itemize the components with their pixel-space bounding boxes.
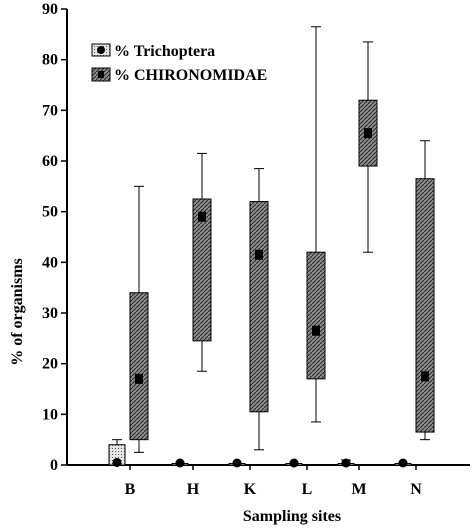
x-tick-label: B <box>125 481 136 498</box>
box-chironomidae-B <box>129 185 149 453</box>
median-marker <box>112 457 122 467</box>
y-tick-label: 20 <box>42 356 58 373</box>
median-marker <box>232 458 242 468</box>
y-axis-title: % of organisms <box>9 258 26 366</box>
median-marker <box>175 458 185 468</box>
y-tick-label: 0 <box>50 457 58 474</box>
box-chironomidae-H <box>192 152 212 372</box>
box-chironomidae-M <box>358 41 378 253</box>
box-trichoptera-L <box>285 458 303 468</box>
median-marker <box>364 128 372 139</box>
box-trichoptera-N <box>394 458 412 468</box>
y-tick-label: 30 <box>42 305 58 322</box>
y-tick-label: 70 <box>42 102 58 119</box>
x-tick-label: L <box>302 481 313 498</box>
legend-item-chironomidae: % CHIRONOMIDAE <box>91 67 267 84</box>
median-marker <box>341 458 351 468</box>
y-tick-label: 40 <box>42 254 58 271</box>
median-marker <box>135 373 143 384</box>
median-marker <box>289 458 299 468</box>
x-axis-title: Sampling sites <box>243 508 341 525</box>
box-iqr <box>415 178 435 433</box>
box-chironomidae-L <box>306 26 326 423</box>
legend-label-trichoptera: % Trichoptera <box>114 43 215 60</box>
x-tick-label: K <box>244 481 257 498</box>
x-tick-label: H <box>187 481 200 498</box>
median-marker <box>398 458 408 468</box>
legend-marker-chironomidae <box>98 71 104 78</box>
legend-item-trichoptera: % Trichoptera <box>91 43 215 60</box>
box-iqr <box>249 201 269 413</box>
legend-label-chironomidae: % CHIRONOMIDAE <box>114 67 267 84</box>
box-series <box>108 26 435 468</box>
median-marker <box>198 211 206 222</box>
y-tick-label: 60 <box>42 153 58 170</box>
box-trichoptera-M <box>337 458 355 468</box>
legend: % Trichoptera % CHIRONOMIDAE <box>91 43 267 84</box>
y-axis-ticks: 0 10 20 30 40 50 60 70 80 90 <box>42 1 67 474</box>
median-marker <box>312 325 320 336</box>
box-iqr <box>192 198 212 342</box>
x-tick-label: N <box>410 481 422 498</box>
box-trichoptera-K <box>228 458 246 468</box>
box-trichoptera-H <box>171 458 189 468</box>
y-tick-label: 90 <box>42 1 58 18</box>
box-chironomidae-K <box>249 168 269 451</box>
box-iqr <box>129 292 149 441</box>
box-chironomidae-N <box>415 140 435 441</box>
box-iqr <box>306 251 326 380</box>
y-tick-label: 50 <box>42 204 58 221</box>
median-marker <box>255 249 263 260</box>
box-trichoptera-B <box>108 439 126 467</box>
median-marker <box>421 371 429 382</box>
x-tick-label: M <box>351 481 366 498</box>
legend-marker-trichoptera <box>97 46 105 54</box>
y-tick-label: 80 <box>42 52 58 69</box>
y-tick-label: 10 <box>42 406 58 423</box>
